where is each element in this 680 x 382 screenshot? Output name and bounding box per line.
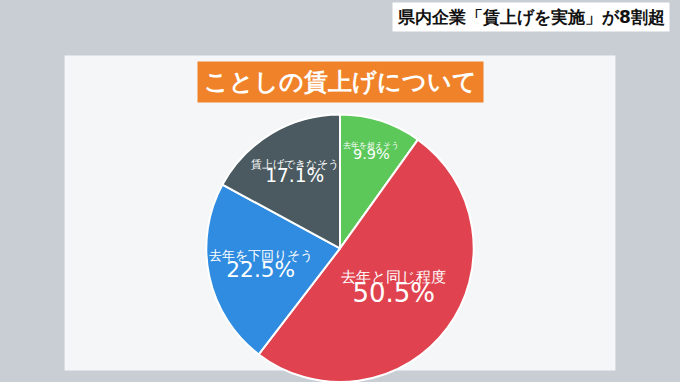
svg-text:去年を下回りそう22.5%: 去年を下回りそう22.5% (209, 248, 313, 281)
svg-text:賃上げできなそう17.1%: 賃上げできなそう17.1% (251, 158, 339, 186)
svg-text:去年を超えそう9.9%: 去年を超えそう9.9% (343, 140, 399, 162)
svg-text:去年と同じ程度50.5%: 去年と同じ程度50.5% (341, 268, 446, 308)
svg-text:ことしの賃上げについて: ことしの賃上げについて (204, 68, 477, 96)
svg-text:県内企業「賃上げを実施」が8割超: 県内企業「賃上げを実施」が8割超 (397, 7, 665, 27)
